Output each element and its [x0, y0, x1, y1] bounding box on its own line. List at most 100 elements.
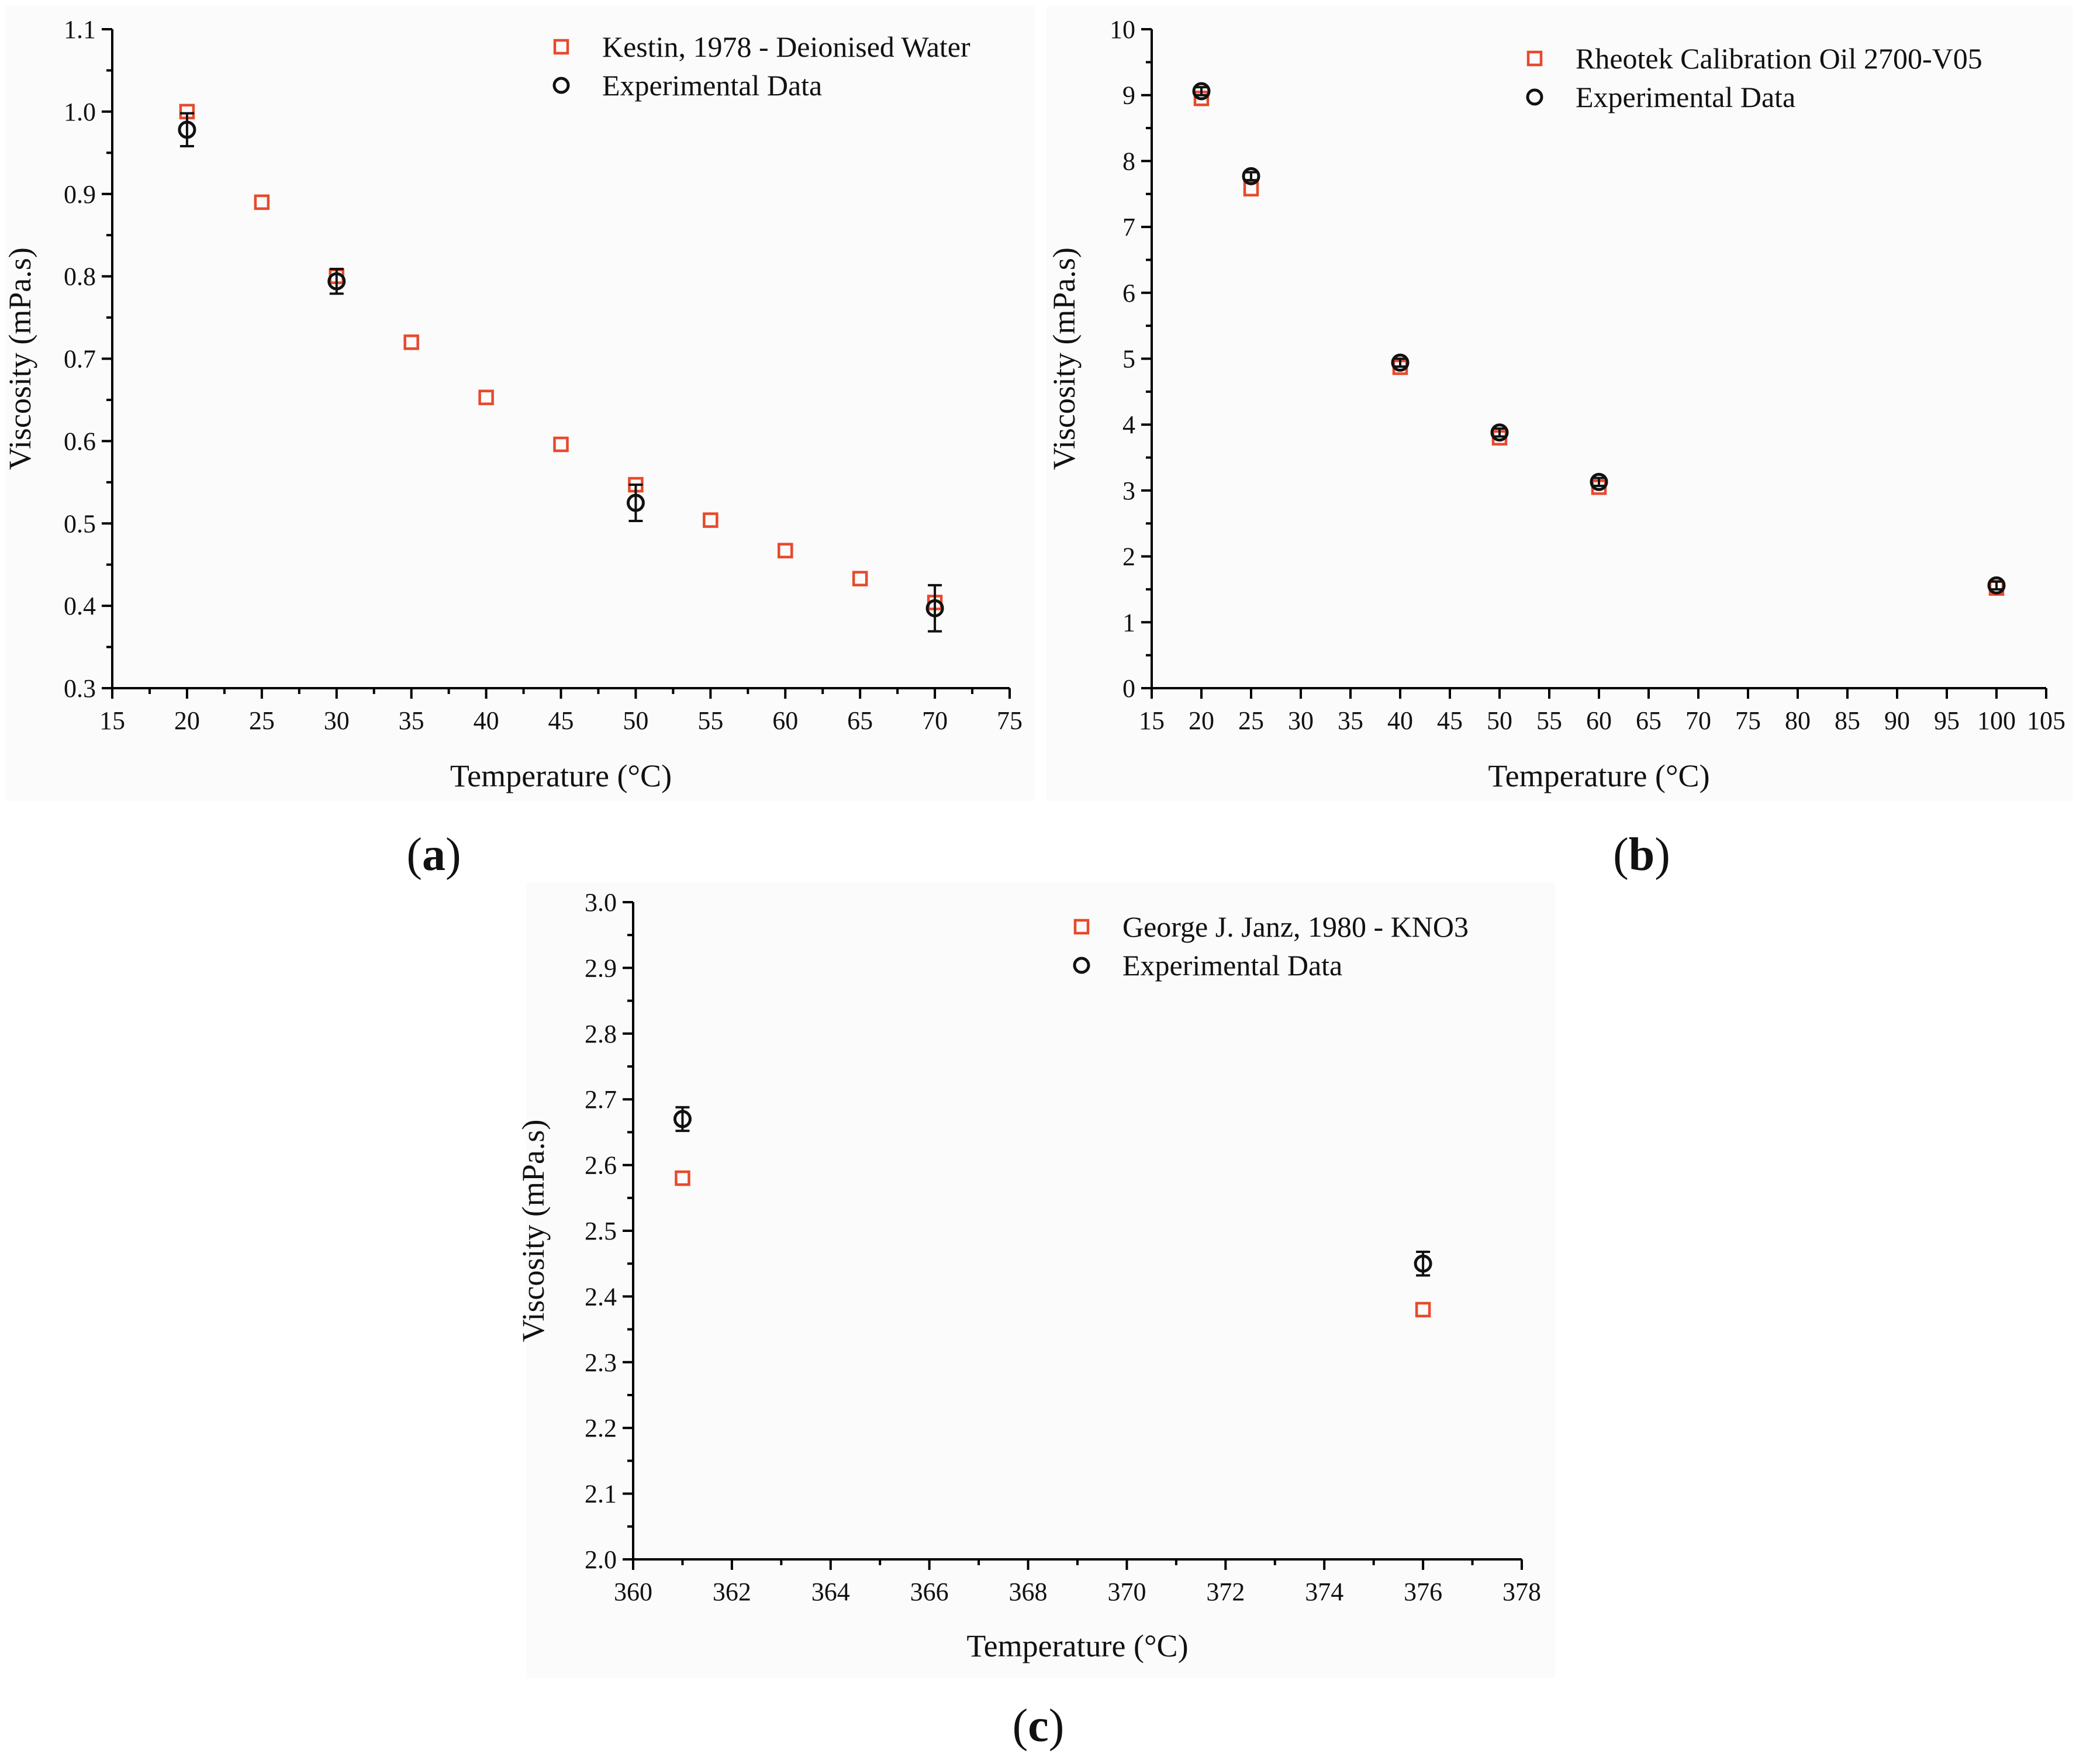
experimental-point: [327, 272, 346, 291]
x-tick-label: 374: [1305, 1577, 1343, 1606]
legend-label: Experimental Data: [602, 69, 822, 102]
legend-label: Experimental Data: [1576, 81, 1795, 113]
y-tick-label: 8: [1122, 147, 1135, 175]
x-tick-label: 65: [1636, 706, 1662, 735]
x-tick-label: 15: [1139, 706, 1165, 735]
series-experimental: [178, 112, 944, 633]
y-tick-label: 2.2: [585, 1414, 617, 1442]
reference-point: [778, 543, 793, 558]
x-tick-label: 45: [548, 706, 574, 735]
x-tick-label: 105: [2027, 706, 2065, 735]
y-tick-label: 2.1: [585, 1480, 617, 1508]
y-tick-label: 2: [1122, 543, 1135, 571]
y-tick-label: 2.4: [585, 1282, 617, 1311]
experimental-point: [626, 493, 645, 512]
x-tick-label: 90: [1884, 706, 1910, 735]
panel-label-a-letter: a: [422, 829, 445, 881]
x-tick-label: 80: [1785, 706, 1811, 735]
y-tick-label: 9: [1122, 81, 1135, 110]
y-tick-label: 4: [1122, 410, 1135, 439]
legend-marker-experimental: [1526, 88, 1543, 106]
y-tick-label: 0.5: [64, 509, 96, 538]
y-tick-label: 0.4: [64, 592, 96, 620]
x-tick-label: 25: [1238, 706, 1264, 735]
y-tick-label: 2.7: [585, 1085, 617, 1114]
legend-marker-reference: [1073, 919, 1090, 935]
x-tick-label: 40: [1387, 706, 1413, 735]
y-tick-label: 0.9: [64, 180, 96, 209]
experimental-point: [1192, 82, 1211, 101]
experimental-point: [673, 1110, 692, 1128]
experimental-point: [925, 599, 944, 617]
legend-marker-reference: [1526, 50, 1543, 67]
y-axis-title: Viscosity (mPa.s): [2, 247, 37, 470]
y-axis-title: Viscosity (mPa.s): [516, 1120, 551, 1342]
y-tick-label: 0: [1122, 674, 1135, 703]
x-tick-label: 95: [1934, 706, 1960, 735]
y-tick-label: 0.8: [64, 263, 96, 291]
y-tick-label: 0.6: [64, 427, 96, 455]
experimental-point: [1391, 353, 1410, 372]
panel-label-a: (a): [406, 829, 461, 881]
panel-b-background: [1046, 6, 2072, 801]
y-tick-label: 6: [1122, 279, 1135, 308]
panel-label-c: (c): [1013, 1700, 1065, 1752]
panel-label-c-letter: c: [1028, 1700, 1049, 1752]
reference-point: [852, 571, 868, 586]
x-tick-label: 60: [1586, 706, 1612, 735]
x-tick-label: 40: [474, 706, 499, 735]
x-tick-label: 85: [1835, 706, 1860, 735]
x-tick-label: 55: [1536, 706, 1562, 735]
legend-label: George J. Janz, 1980 - KNO3: [1122, 910, 1469, 943]
x-tick-label: 50: [623, 706, 648, 735]
chart-b: 15 20 25 30 35 40 45 50 55 60 65 70 75 80 85 90 95 100 105…: [1046, 15, 2065, 793]
x-tick-label: 362: [713, 1577, 751, 1606]
y-tick-label: 2.6: [585, 1151, 617, 1180]
experimental-point: [1590, 472, 1608, 491]
y-tick-label: 0.7: [64, 345, 96, 374]
x-tick-label: 35: [1338, 706, 1363, 735]
panel-a-background: [6, 6, 1035, 801]
y-tick-label: 2.5: [585, 1217, 617, 1245]
x-tick-label: 35: [399, 706, 424, 735]
y-axis-title: Viscosity (mPa.s): [1046, 247, 1082, 470]
x-tick-label: 376: [1404, 1577, 1442, 1606]
y-tick-label: 2.0: [585, 1545, 617, 1574]
x-tick-label: 25: [249, 706, 275, 735]
x-tick-label: 360: [614, 1577, 652, 1606]
legend-marker-reference: [553, 39, 569, 55]
x-tick-label: 75: [1735, 706, 1761, 735]
x-tick-label: 100: [1977, 706, 2016, 735]
series-experimental: [1192, 82, 2006, 595]
x-tick-label: 65: [847, 706, 873, 735]
legend-label: Rheotek Calibration Oil 2700-V05: [1576, 42, 1982, 75]
y-tick-label: 1.0: [64, 98, 96, 126]
reference-point: [553, 436, 569, 453]
x-axis-title: Temperature (°C): [966, 1628, 1188, 1663]
legend-marker-experimental: [552, 77, 570, 94]
x-tick-label: 75: [997, 706, 1023, 735]
x-tick-label: 15: [99, 706, 125, 735]
y-tick-label: 1.1: [64, 15, 96, 44]
experimental-point: [1490, 423, 1509, 442]
panel-label-b: (b): [1613, 829, 1670, 881]
y-tick-label: 7: [1122, 213, 1135, 241]
y-tick-label: 5: [1122, 345, 1135, 374]
y-tick-label: 2.9: [585, 954, 617, 982]
reference-point: [478, 389, 494, 405]
reference-point: [703, 512, 719, 528]
y-tick-label: 3: [1122, 477, 1135, 505]
x-tick-label: 368: [1009, 1577, 1048, 1606]
y-tick-label: 10: [1110, 15, 1135, 44]
chart-a: 15 20 25 30 35 40 45 50 55 60 65 70 75 0.3 0.4 0.5 0.6 0.…: [2, 15, 1023, 793]
x-tick-label: 30: [324, 706, 350, 735]
x-tick-label: 50: [1487, 706, 1512, 735]
reference-point: [1415, 1302, 1431, 1318]
x-tick-label: 45: [1437, 706, 1463, 735]
x-tick-label: 70: [1685, 706, 1711, 735]
y-tick-label: 2.3: [585, 1348, 617, 1377]
reference-point: [1243, 181, 1259, 196]
y-tick-label: 1: [1122, 608, 1135, 637]
x-tick-label: 372: [1206, 1577, 1245, 1606]
